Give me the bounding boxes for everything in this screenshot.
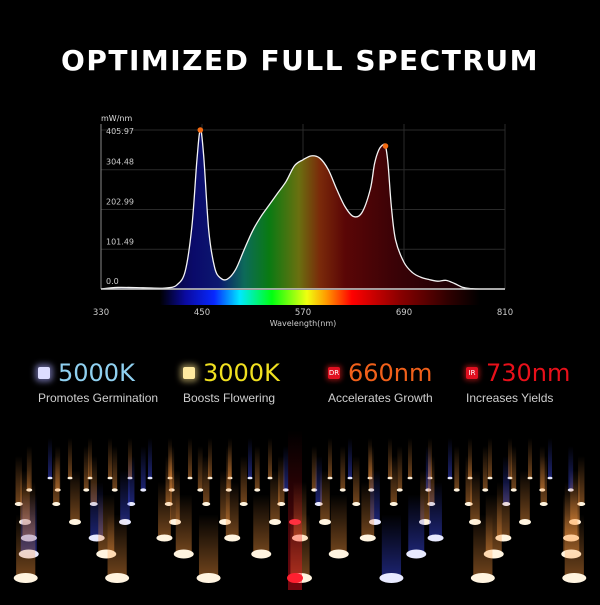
led-grow-light-photo [0, 430, 600, 600]
svg-text:330: 330 [93, 308, 109, 318]
svg-text:810: 810 [497, 308, 513, 318]
feature-value: 3000K [203, 359, 280, 387]
svg-text:Wavelength(nm): Wavelength(nm) [270, 319, 337, 328]
page-title: OPTIMIZED FULL SPECTRUM [61, 44, 539, 77]
infrared-badge-icon: IR [466, 367, 478, 379]
led-array-illustration [13, 430, 587, 590]
svg-text:570: 570 [295, 308, 311, 318]
spectrum-chart-svg: mW/nm 0.0 101.49 202.99 304.48 405.97 330 450 57… [93, 114, 513, 328]
feature-5000k: 5000K Promotes Germination [38, 357, 158, 417]
white-led-icon [38, 367, 50, 379]
feature-description: Boosts Flowering [183, 391, 276, 405]
feature-660nm: DR 660nm Accelerates Growth [328, 357, 433, 417]
feature-value: 660nm [348, 359, 433, 387]
svg-text:304.48: 304.48 [106, 158, 134, 167]
feature-value: 5000K [58, 359, 135, 387]
warm-led-icon [183, 367, 195, 379]
svg-text:450: 450 [194, 308, 210, 318]
feature-value: 730nm [486, 359, 571, 387]
feature-description: Increases Yields [466, 391, 554, 405]
svg-text:405.97: 405.97 [106, 127, 134, 136]
feature-list: 5000K Promotes Germination 3000K Boosts … [0, 357, 600, 417]
svg-text:101.49: 101.49 [106, 237, 134, 246]
deep-red-badge-icon: DR [328, 367, 340, 379]
feature-3000k: 3000K Boosts Flowering [183, 357, 280, 417]
feature-description: Promotes Germination [38, 391, 159, 405]
feature-description: Accelerates Growth [328, 391, 433, 405]
feature-730nm: IR 730nm Increases Yields [466, 357, 570, 417]
svg-text:690: 690 [396, 308, 412, 318]
svg-text:mW/nm: mW/nm [101, 114, 132, 123]
svg-text:202.99: 202.99 [106, 197, 134, 206]
spectrum-chart: mW/nm 0.0 101.49 202.99 304.48 405.97 330 450 57… [93, 114, 513, 328]
svg-text:0.0: 0.0 [106, 277, 119, 286]
